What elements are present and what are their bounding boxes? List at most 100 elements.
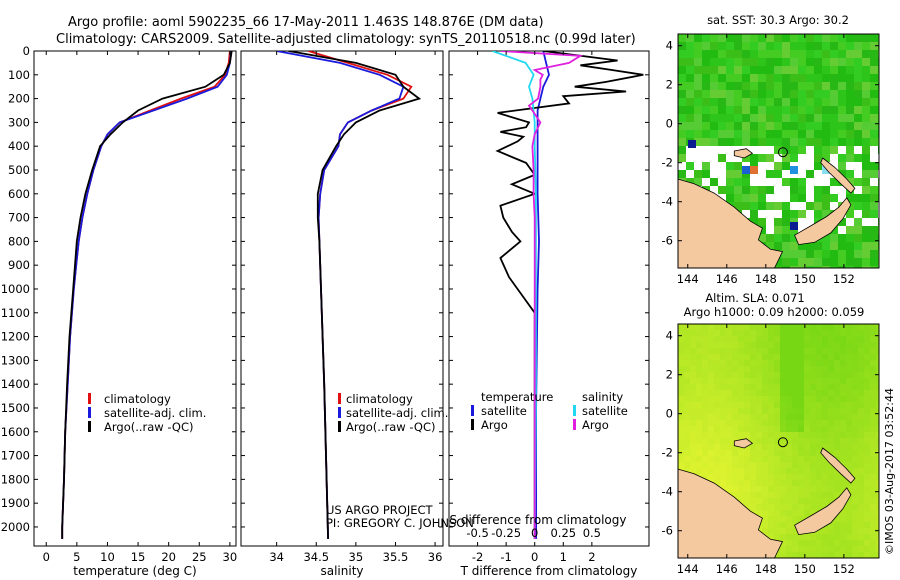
sst-cell (742, 98, 750, 106)
sst-cell (822, 34, 830, 42)
sst-map-frame (677, 33, 880, 269)
y-tick-label: 1500 (1, 401, 30, 415)
y-tick-label: 0 (23, 44, 30, 58)
x-tick-label-s: -0.25 (491, 526, 521, 540)
pi-credit: PI: GREGORY C. JOHNSON (326, 516, 474, 530)
sst-cell (678, 122, 686, 130)
y-tick-label: 100 (8, 68, 30, 82)
sla-cell (780, 330, 786, 336)
sst-cell (830, 50, 838, 58)
sla-cell (864, 474, 870, 480)
sla-cell (846, 438, 852, 444)
sst-cell (814, 58, 822, 66)
sla-cell (810, 378, 816, 384)
sst-cell (846, 98, 854, 106)
sla-cell (726, 444, 732, 450)
x-tick-label: 5 (73, 550, 80, 564)
map-y-tick-label: -4 (662, 195, 673, 209)
sla-cell (858, 540, 864, 546)
sla-cell (750, 498, 756, 504)
sla-cell (846, 342, 852, 348)
sst-cell (814, 122, 822, 130)
sla-cell (756, 336, 762, 342)
sla-cell (702, 366, 708, 372)
sla-cell (852, 474, 858, 480)
sst-cell (854, 34, 862, 42)
sst-cell (774, 226, 782, 234)
legend-label-s-argo: Argo (582, 418, 609, 432)
sst-cell (870, 266, 878, 268)
sla-cell (738, 420, 744, 426)
sla-cell (870, 516, 876, 522)
sst-cell (726, 42, 734, 50)
sla-cell (744, 486, 750, 492)
sla-cell (726, 486, 732, 492)
sla-cell (846, 330, 852, 336)
sla-cell (756, 480, 762, 486)
sst-cell (774, 114, 782, 122)
sla-cell (828, 426, 834, 432)
sla-cell (756, 462, 762, 468)
sla-cell (858, 408, 864, 414)
sla-cell (690, 330, 696, 336)
sla-cell (750, 396, 756, 402)
sla-cell (798, 510, 804, 516)
sla-cell (798, 444, 804, 450)
sla-cell (798, 330, 804, 336)
sst-cell (686, 90, 694, 98)
sla-cell (798, 450, 804, 456)
sla-cell (816, 504, 822, 510)
sla-cell (840, 522, 846, 528)
sst-cell (822, 42, 830, 50)
sla-cell (786, 468, 792, 474)
sla-cell (828, 396, 834, 402)
sla-cell (720, 408, 726, 414)
sst-cell (702, 74, 710, 82)
sst-cell (790, 106, 798, 114)
sst-cell (846, 74, 854, 82)
sla-cell (792, 342, 798, 348)
sla-cell (750, 342, 756, 348)
sla-cell (780, 360, 786, 366)
sla-cell (732, 336, 738, 342)
sla-cell (870, 324, 876, 330)
sst-cell (814, 202, 822, 210)
sla-cell (798, 378, 804, 384)
sla-cell (708, 354, 714, 360)
sla-cell (852, 396, 858, 402)
sla-cell (816, 366, 822, 372)
sla-cell (690, 432, 696, 438)
y-tick-label: 1600 (1, 425, 30, 439)
sst-cell (774, 66, 782, 74)
sla-cell (780, 510, 786, 516)
sst-anomaly-cell (742, 166, 750, 174)
sst-cell (758, 186, 766, 194)
sla-cell (732, 480, 738, 486)
sla-cell (822, 396, 828, 402)
sla-cell (702, 414, 708, 420)
sla-cell (852, 330, 858, 336)
sst-cell (742, 106, 750, 114)
sla-cell (852, 498, 858, 504)
sst-cell (838, 242, 846, 250)
sla-cell (768, 372, 774, 378)
sla-cell (876, 516, 879, 522)
sla-cell (834, 492, 840, 498)
y-tick-label: 1900 (1, 496, 30, 510)
sla-cell (864, 354, 870, 360)
sst-map-title: sat. SST: 30.3 Argo: 30.2 (707, 13, 849, 27)
sla-cell (684, 390, 690, 396)
sla-cell (840, 360, 846, 366)
sla-cell (870, 438, 876, 444)
sla-cell (702, 444, 708, 450)
sla-cell (774, 342, 780, 348)
sla-cell (828, 474, 834, 480)
sla-cell (870, 432, 876, 438)
sst-cell (814, 98, 822, 106)
sla-cell (678, 456, 684, 462)
sla-cell (858, 492, 864, 498)
sla-cell (858, 480, 864, 486)
sst-cell (854, 106, 862, 114)
sla-cell (726, 336, 732, 342)
sla-cell (822, 348, 828, 354)
